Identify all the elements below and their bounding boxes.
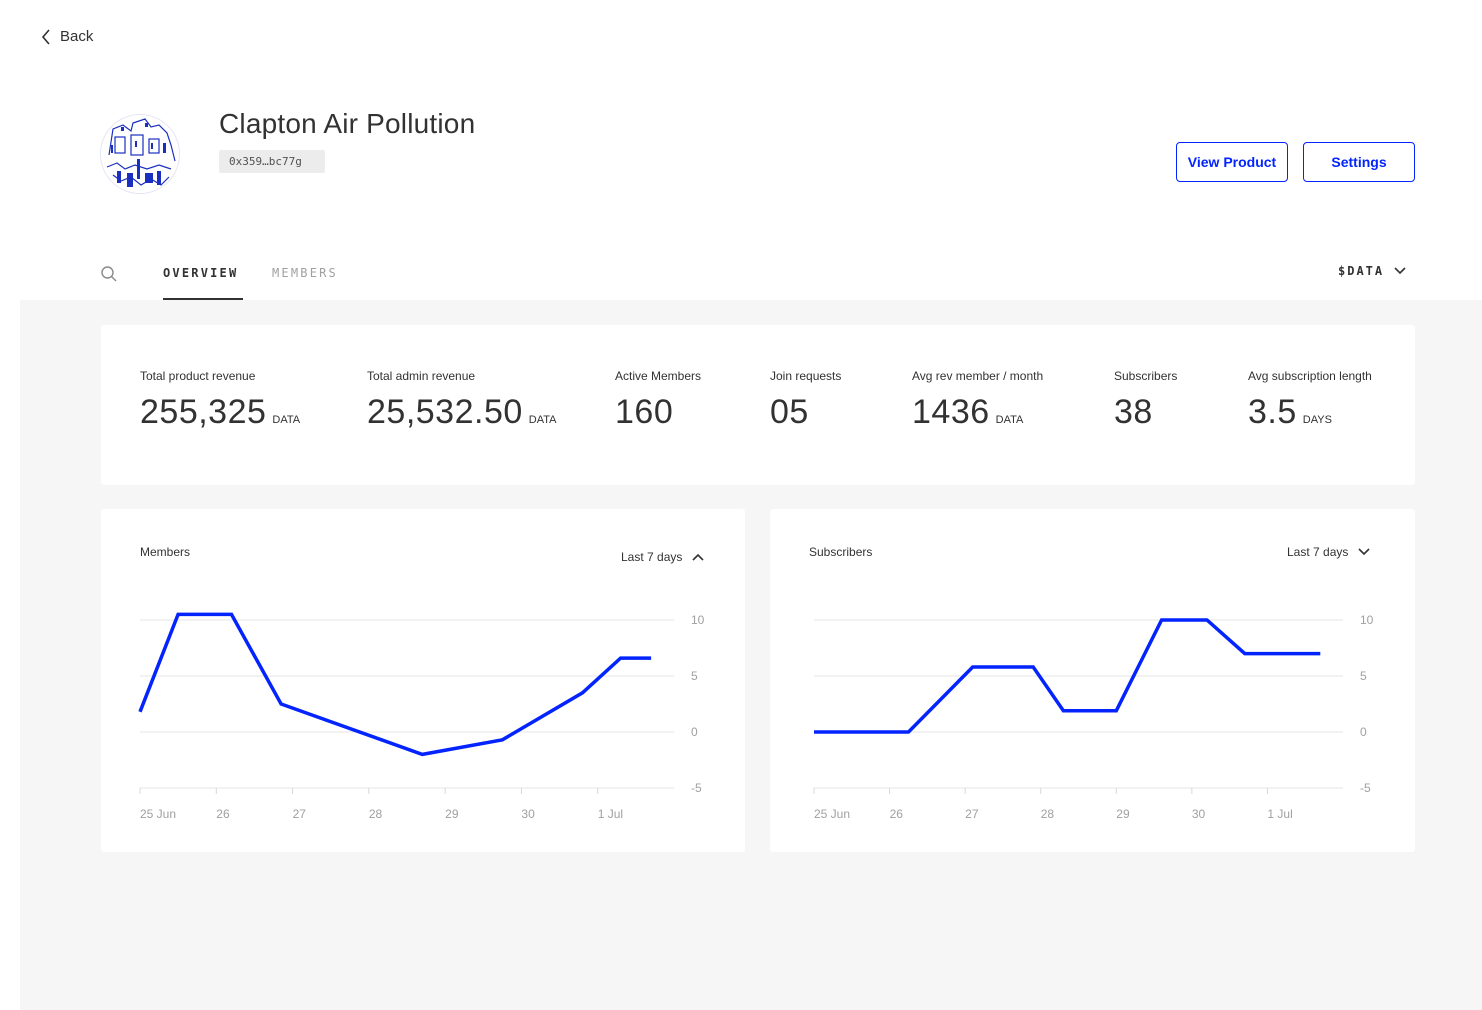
subscribers-line-chart: 10 5 0 -5 25 Jun 26 27 28 29 30 1 Jul: [813, 613, 1374, 821]
stats-panel: Total product revenue 255,325 DATA Total …: [101, 325, 1415, 485]
stat-label: Subscribers: [1114, 369, 1178, 383]
stat-label: Avg subscription length: [1248, 369, 1372, 383]
x-tick-label: 30: [521, 807, 535, 821]
stat-label: Total admin revenue: [367, 369, 476, 383]
y-tick-label: 5: [691, 669, 698, 683]
product-title: Clapton Air Pollution: [219, 108, 476, 139]
range-label: Last 7 days: [1287, 545, 1349, 559]
x-tick-label: 1 Jul: [1267, 807, 1292, 821]
stat-total-product-revenue: Total product revenue 255,325 DATA: [140, 369, 300, 432]
stat-label: Total product revenue: [140, 369, 256, 383]
chart-title: Subscribers: [809, 545, 873, 559]
contract-address[interactable]: 0x359…bc77g: [219, 150, 325, 173]
stat-value: 255,325: [140, 393, 267, 431]
stat-value: 1436: [912, 393, 990, 431]
x-tick-label: 28: [1041, 807, 1055, 821]
x-tick-label: 27: [293, 807, 307, 821]
stat-join-requests: Join requests 05: [770, 369, 841, 432]
chevron-left-icon: [41, 28, 50, 45]
members-range-selector[interactable]: Last 7 days: [621, 550, 704, 564]
subscribers-range-selector[interactable]: Last 7 days: [1287, 545, 1370, 559]
stat-active-members: Active Members 160: [615, 369, 701, 432]
y-tick-label: 0: [1360, 725, 1367, 739]
x-tick-label: 30: [1192, 807, 1206, 821]
stat-avg-subscription-length: Avg subscription length 3.5 DAYS: [1248, 369, 1372, 432]
y-tick-label: 10: [1360, 613, 1374, 627]
members-chart-card: Members Last 7 days 10 5 0 -5 25 Jun 26 27 28 29…: [101, 509, 745, 852]
y-tick-label: -5: [1360, 781, 1371, 795]
view-product-button[interactable]: View Product: [1176, 142, 1288, 182]
stat-value: 38: [1114, 393, 1153, 431]
x-tick-label: 25 Jun: [814, 807, 850, 821]
tab-overview[interactable]: OVERVIEW: [163, 266, 239, 280]
stat-value: 160: [615, 393, 674, 431]
members-line-chart: 10 5 0 -5 25 Jun 26 27 28 29 30 1 Jul: [138, 612, 705, 821]
y-tick-label: 5: [1360, 669, 1367, 683]
active-tab-indicator: [163, 298, 243, 300]
chevron-down-icon: [1394, 267, 1406, 275]
stat-value: 05: [770, 393, 809, 431]
stat-unit: DATA: [995, 414, 1024, 426]
stat-unit: DATA: [272, 414, 301, 426]
x-tick-label: 1 Jul: [598, 807, 623, 821]
stat-label: Avg rev member / month: [912, 369, 1044, 383]
tab-members[interactable]: MEMBERS: [272, 266, 338, 280]
stat-total-admin-revenue: Total admin revenue 25,532.50 DATA: [367, 369, 556, 432]
search-icon[interactable]: [100, 265, 118, 288]
chart-title: Members: [140, 545, 191, 559]
product-image: [100, 114, 180, 194]
stat-unit: DATA: [528, 414, 557, 426]
stat-subscribers: Subscribers 38: [1114, 369, 1177, 432]
x-tick-label: 26: [890, 807, 904, 821]
x-tick-label: 25 Jun: [140, 807, 176, 821]
chevron-down-icon: [1358, 548, 1370, 556]
currency-label: $DATA: [1338, 264, 1385, 278]
y-tick-label: -5: [691, 781, 702, 795]
stat-value: 3.5: [1248, 393, 1297, 431]
range-label: Last 7 days: [621, 550, 683, 564]
stat-unit: DAYS: [1302, 414, 1332, 426]
stat-avg-rev-member: Avg rev member / month 1436 DATA: [912, 369, 1043, 432]
x-tick-label: 28: [369, 807, 383, 821]
series-line: [814, 618, 1321, 734]
chevron-up-icon: [692, 553, 704, 561]
x-tick-label: 29: [445, 807, 459, 821]
back-link[interactable]: Back: [40, 28, 93, 45]
x-tick-label: 26: [216, 807, 230, 821]
stat-label: Active Members: [615, 369, 702, 383]
subscribers-chart-card: Subscribers Last 7 days 10 5 0 -5 25 Jun 26 27…: [770, 509, 1415, 852]
x-tick-label: 29: [1116, 807, 1130, 821]
y-tick-label: 10: [691, 613, 705, 627]
stat-label: Join requests: [770, 369, 842, 383]
currency-selector[interactable]: $DATA: [1338, 264, 1406, 278]
series-line: [138, 612, 652, 757]
back-label: Back: [60, 28, 94, 45]
settings-button[interactable]: Settings: [1303, 142, 1415, 182]
stat-value: 25,532.50: [367, 393, 523, 431]
y-tick-label: 0: [691, 725, 698, 739]
x-tick-label: 27: [965, 807, 979, 821]
